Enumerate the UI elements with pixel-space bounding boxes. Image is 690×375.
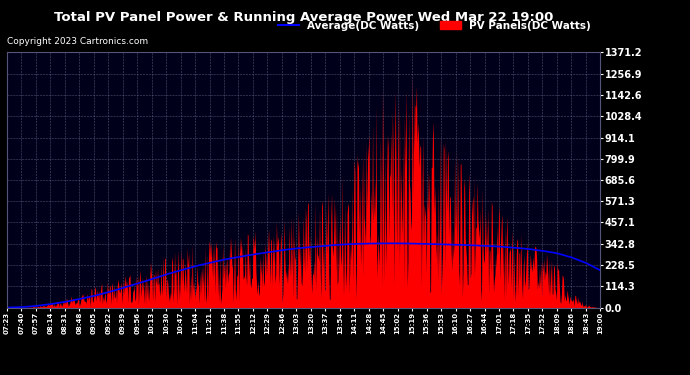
- Text: Total PV Panel Power & Running Average Power Wed Mar 22 19:00: Total PV Panel Power & Running Average P…: [54, 11, 553, 24]
- Legend: Average(DC Watts), PV Panels(DC Watts): Average(DC Watts), PV Panels(DC Watts): [274, 16, 595, 35]
- Text: Copyright 2023 Cartronics.com: Copyright 2023 Cartronics.com: [7, 38, 148, 46]
